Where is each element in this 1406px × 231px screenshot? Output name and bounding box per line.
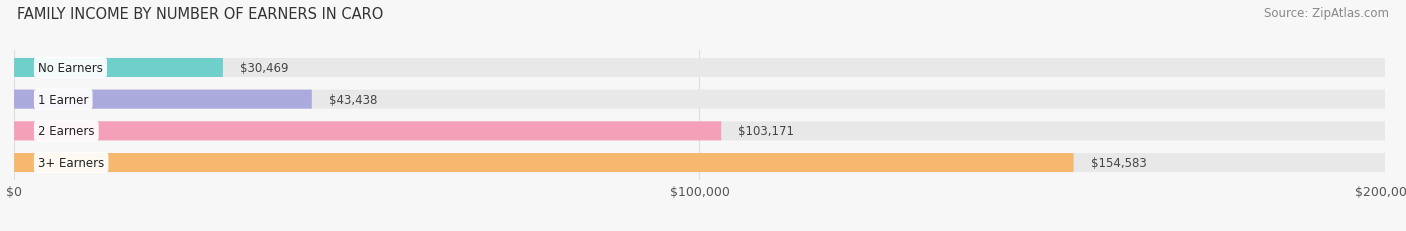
FancyBboxPatch shape — [14, 59, 224, 78]
FancyBboxPatch shape — [14, 59, 1385, 78]
Text: $30,469: $30,469 — [240, 62, 288, 75]
Text: 2 Earners: 2 Earners — [38, 125, 94, 138]
FancyBboxPatch shape — [14, 122, 721, 141]
FancyBboxPatch shape — [14, 153, 1385, 172]
Text: No Earners: No Earners — [38, 62, 103, 75]
Text: $43,438: $43,438 — [329, 93, 377, 106]
FancyBboxPatch shape — [14, 90, 1385, 109]
FancyBboxPatch shape — [14, 153, 1074, 172]
FancyBboxPatch shape — [14, 90, 312, 109]
Text: Source: ZipAtlas.com: Source: ZipAtlas.com — [1264, 7, 1389, 20]
FancyBboxPatch shape — [14, 122, 1385, 141]
Text: 1 Earner: 1 Earner — [38, 93, 89, 106]
Text: $103,171: $103,171 — [738, 125, 794, 138]
Text: 3+ Earners: 3+ Earners — [38, 156, 104, 169]
Text: $154,583: $154,583 — [1091, 156, 1146, 169]
Text: FAMILY INCOME BY NUMBER OF EARNERS IN CARO: FAMILY INCOME BY NUMBER OF EARNERS IN CA… — [17, 7, 384, 22]
